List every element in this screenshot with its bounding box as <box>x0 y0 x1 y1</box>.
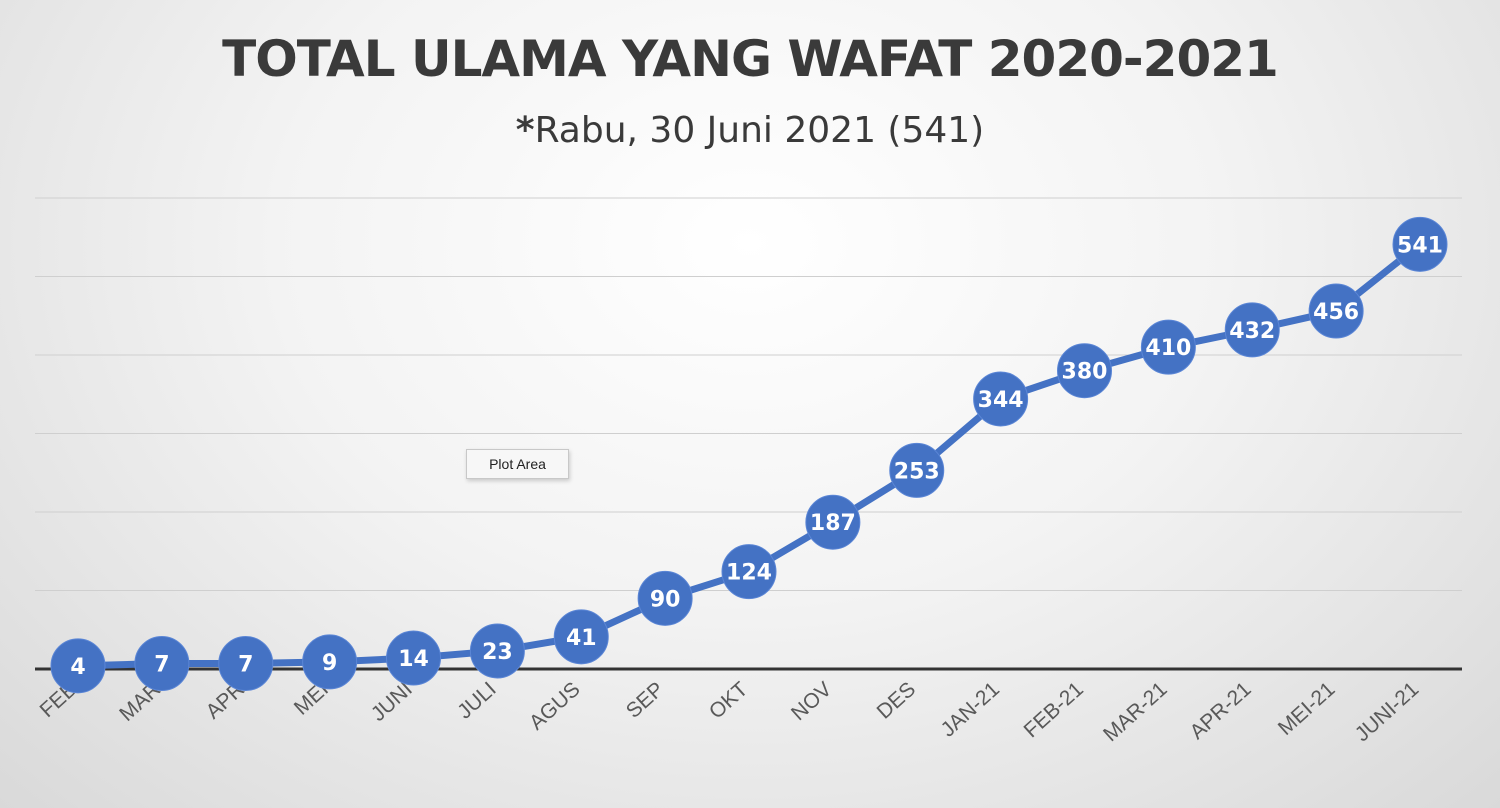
data-label: 380 <box>1062 360 1108 385</box>
data-point <box>1057 343 1112 399</box>
chart-subtitle: *Rabu, 30 Juni 2021 (541) <box>0 110 1500 151</box>
data-point <box>805 494 861 550</box>
x-tick-label: MAR-21 <box>1099 678 1172 747</box>
data-label: 541 <box>1397 233 1443 258</box>
data-point <box>302 634 358 690</box>
data-label: 4 <box>70 655 85 680</box>
x-tick-label: DES <box>873 678 920 724</box>
series-line <box>77 241 1423 670</box>
data-point <box>1224 302 1280 358</box>
data-point <box>1308 283 1364 339</box>
x-tick-label: JAN-21 <box>937 678 1004 742</box>
x-tick-label: JUNI-21 <box>1351 678 1424 747</box>
subtitle-text: Rabu, 30 Juni 2021 (541) <box>534 110 985 151</box>
data-label: 187 <box>810 511 856 536</box>
data-label: 253 <box>894 459 940 484</box>
x-tick-label: MEI-21 <box>1274 678 1340 740</box>
subtitle-asterisk: * <box>515 110 535 151</box>
data-label: 14 <box>398 647 429 672</box>
data-point <box>50 638 106 694</box>
data-label: 41 <box>566 626 597 651</box>
data-point <box>134 636 190 692</box>
x-tick-label: FEB-21 <box>1020 678 1088 743</box>
plot-area-tooltip: Plot Area <box>466 449 569 479</box>
data-point <box>889 442 945 498</box>
data-point <box>218 636 274 692</box>
data-point <box>553 609 609 665</box>
data-point <box>1140 319 1196 375</box>
data-point <box>469 623 525 679</box>
data-label: 9 <box>322 651 337 676</box>
data-label: 7 <box>154 653 169 678</box>
data-label: 410 <box>1145 336 1191 361</box>
data-label: 90 <box>650 587 681 612</box>
data-label: 456 <box>1313 300 1359 325</box>
data-point <box>1392 216 1448 272</box>
data-label: 7 <box>238 653 253 678</box>
data-label: 344 <box>978 388 1024 413</box>
data-label: 23 <box>482 640 513 665</box>
x-tick-label: SEP <box>622 678 669 723</box>
data-point <box>637 570 693 626</box>
chart-title: TOTAL ULAMA YANG WAFAT 2020-2021 <box>222 30 1279 88</box>
data-label: 124 <box>726 561 772 586</box>
data-label: 432 <box>1229 319 1275 344</box>
x-tick-label: NOV <box>787 678 836 726</box>
x-tick-label: OKT <box>705 678 753 724</box>
data-point <box>973 371 1029 427</box>
x-tick-label: JULI <box>453 678 500 724</box>
x-tick-label: AGUS <box>525 678 585 735</box>
data-point <box>386 630 441 686</box>
x-tick-label: APR-21 <box>1186 678 1256 744</box>
data-point <box>721 544 777 600</box>
